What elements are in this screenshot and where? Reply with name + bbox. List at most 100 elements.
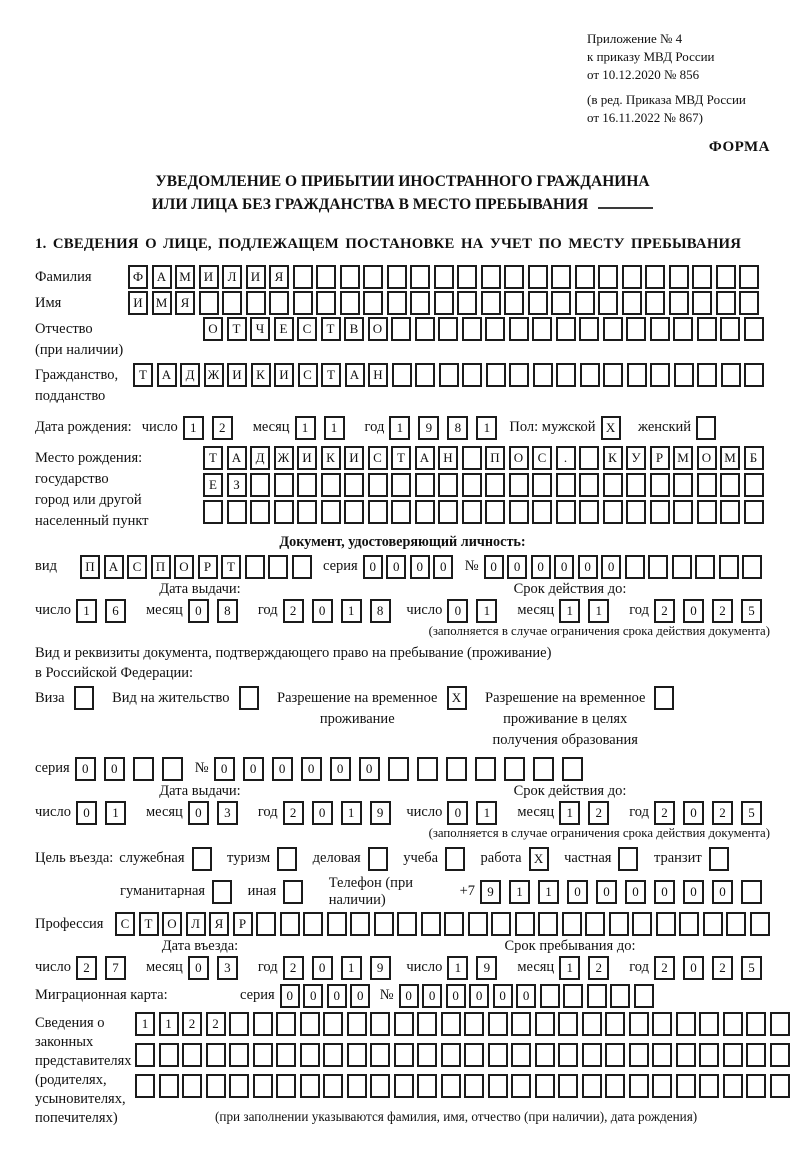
char-box[interactable] (269, 291, 289, 316)
char-box[interactable] (551, 291, 571, 316)
char-box[interactable]: 0 (350, 983, 371, 1008)
char-box[interactable]: 0 (625, 879, 646, 904)
char-box[interactable]: 0 (187, 598, 209, 623)
char-box[interactable] (438, 472, 458, 497)
char-box[interactable]: 1 (476, 598, 498, 623)
char-box[interactable]: Р (649, 445, 670, 470)
char-box[interactable]: 5 (741, 955, 762, 980)
char-box[interactable] (291, 554, 312, 579)
char-box[interactable] (628, 1011, 649, 1036)
char-box[interactable] (350, 911, 370, 936)
char-box[interactable] (551, 265, 571, 290)
char-box[interactable] (626, 363, 647, 388)
char-box[interactable]: Т (321, 363, 341, 388)
char-box[interactable] (720, 317, 740, 342)
char-box[interactable]: 0 (447, 598, 469, 623)
char-box[interactable] (438, 317, 458, 342)
char-box[interactable] (303, 911, 323, 936)
char-box[interactable] (511, 1042, 531, 1067)
char-box[interactable]: 2 (712, 598, 733, 623)
char-box[interactable] (671, 554, 692, 579)
char-box[interactable] (222, 291, 242, 316)
char-box[interactable] (320, 472, 341, 497)
char-box[interactable]: 1 (182, 415, 204, 440)
char-box[interactable]: 2 (182, 1011, 202, 1036)
char-box[interactable]: 2 (205, 1011, 226, 1036)
char-box[interactable] (602, 317, 623, 342)
char-box[interactable]: Я (209, 911, 229, 936)
char-box[interactable] (410, 265, 430, 290)
char-box[interactable] (743, 317, 764, 342)
char-box[interactable]: 9 (480, 879, 501, 904)
char-box[interactable] (391, 363, 412, 388)
char-box[interactable] (438, 499, 458, 524)
char-box[interactable]: 0 (300, 756, 322, 781)
char-box[interactable] (645, 265, 665, 290)
char-box[interactable] (645, 291, 665, 316)
char-box[interactable] (508, 317, 529, 342)
char-box[interactable]: П (485, 445, 505, 470)
char-box[interactable]: С (115, 911, 135, 936)
char-box[interactable] (485, 363, 506, 388)
char-box[interactable]: 1 (135, 1011, 155, 1036)
char-box[interactable] (527, 265, 548, 290)
char-box[interactable] (511, 1073, 531, 1098)
char-box[interactable]: 0 (683, 800, 704, 825)
char-box[interactable] (628, 1073, 649, 1098)
char-box[interactable]: 2 (211, 415, 233, 440)
char-box[interactable]: О (508, 445, 529, 470)
char-box[interactable] (276, 1073, 296, 1098)
char-box[interactable] (491, 911, 511, 936)
char-box[interactable] (675, 1042, 696, 1067)
char-box[interactable] (538, 911, 558, 936)
char-box[interactable]: Д (250, 445, 270, 470)
char-box[interactable] (652, 1042, 672, 1067)
char-box[interactable]: 3 (216, 800, 238, 825)
char-box[interactable] (720, 499, 740, 524)
char-box[interactable] (527, 291, 548, 316)
char-box[interactable] (563, 983, 584, 1008)
char-box[interactable]: М (151, 291, 172, 316)
char-box[interactable]: Т (138, 911, 159, 936)
char-box[interactable]: И (198, 265, 219, 290)
char-box[interactable]: П (150, 554, 171, 579)
char-box[interactable]: 0 (507, 554, 528, 579)
char-box[interactable] (534, 1011, 555, 1036)
char-box[interactable]: 0 (75, 800, 97, 825)
char-box[interactable] (649, 472, 670, 497)
char-box[interactable] (697, 363, 717, 388)
char-box[interactable]: М (175, 265, 195, 290)
char-box[interactable] (628, 1042, 649, 1067)
char-box[interactable] (561, 756, 583, 781)
char-box[interactable] (722, 1042, 743, 1067)
char-box[interactable] (585, 911, 605, 936)
char-box[interactable]: 0 (683, 879, 704, 904)
char-box[interactable] (276, 1011, 296, 1036)
char-box[interactable]: 0 (596, 879, 617, 904)
char-box[interactable] (699, 1011, 719, 1036)
char-box[interactable] (256, 911, 276, 936)
char-box[interactable]: Л (222, 265, 242, 290)
char-box[interactable] (610, 983, 631, 1008)
char-box[interactable] (696, 499, 717, 524)
char-box[interactable]: 0 (445, 983, 466, 1008)
char-box[interactable]: 2 (282, 955, 304, 980)
char-box[interactable] (252, 1042, 273, 1067)
char-box[interactable]: 0 (242, 756, 264, 781)
char-box[interactable]: 0 (187, 800, 209, 825)
char-box[interactable] (132, 756, 154, 781)
char-box[interactable]: 0 (447, 800, 469, 825)
char-box[interactable]: Ж (203, 363, 224, 388)
char-box[interactable] (534, 1073, 555, 1098)
char-box[interactable] (283, 879, 304, 904)
char-box[interactable] (461, 472, 482, 497)
char-box[interactable] (73, 685, 94, 710)
char-box[interactable] (720, 363, 741, 388)
char-box[interactable] (648, 554, 669, 579)
char-box[interactable] (621, 291, 642, 316)
char-box[interactable]: 0 (303, 983, 324, 1008)
char-box[interactable] (632, 911, 652, 936)
char-box[interactable]: 1 (447, 955, 469, 980)
char-box[interactable] (673, 363, 694, 388)
char-box[interactable]: 1 (588, 598, 610, 623)
